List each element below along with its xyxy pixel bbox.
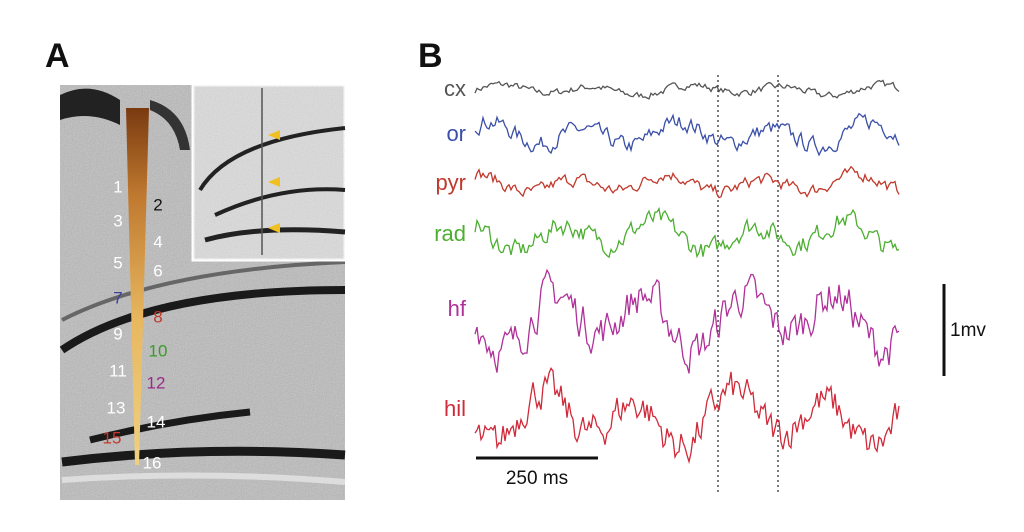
site-number: 6 <box>153 261 162 280</box>
trace <box>474 367 900 465</box>
site-number: 16 <box>143 453 162 472</box>
panel-label: A <box>45 37 70 75</box>
site-number: 1 <box>113 177 122 196</box>
trace <box>474 268 900 374</box>
site-number: 12 <box>147 373 166 392</box>
trace-label: or <box>446 121 466 146</box>
site-number: 5 <box>113 253 122 272</box>
site-number: 7 <box>113 288 122 307</box>
site-number: 3 <box>113 211 122 230</box>
site-number: 15 <box>103 428 122 447</box>
trace <box>474 112 900 157</box>
site-number: 11 <box>109 361 127 380</box>
trace-label: hil <box>444 396 466 421</box>
trace-label: pyr <box>435 170 466 195</box>
trace <box>474 79 900 100</box>
histology-image <box>59 83 347 500</box>
site-number: 14 <box>147 412 166 431</box>
trace-label: hf <box>448 296 467 321</box>
site-number: 9 <box>113 324 122 343</box>
site-number: 10 <box>149 341 168 360</box>
site-number: 4 <box>153 232 162 251</box>
trace <box>474 206 900 259</box>
site-number: 8 <box>153 307 162 326</box>
trace <box>474 165 900 199</box>
site-number: 13 <box>107 398 126 417</box>
site-number: 2 <box>153 195 162 214</box>
trace-label: rad <box>434 221 466 246</box>
voltage-scale-label: 1mv <box>950 320 986 341</box>
trace-label: cx <box>444 76 466 101</box>
panel-label: B <box>418 37 443 75</box>
time-scale-label: 250 ms <box>506 468 568 489</box>
